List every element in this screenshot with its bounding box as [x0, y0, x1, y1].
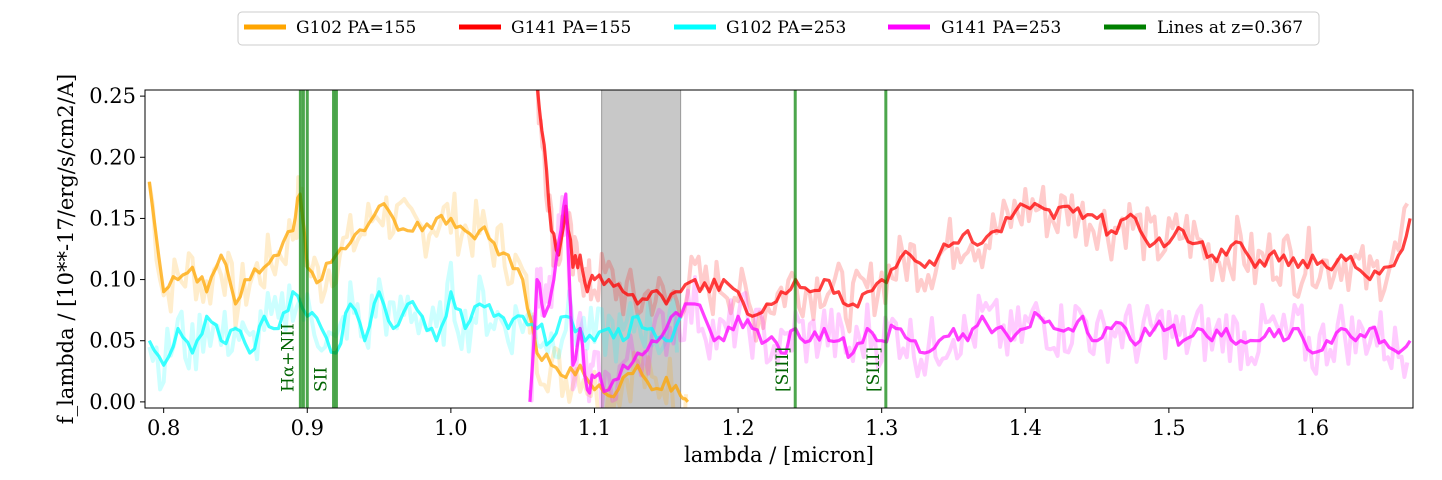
x-tick-label: 0.8: [147, 416, 180, 440]
spectrum-raw-g102-pa-155: [147, 175, 688, 408]
y-tick-label: 0.25: [89, 84, 136, 108]
y-tick-label: 0.10: [89, 268, 136, 292]
legend-item: G102 PA=253: [674, 18, 846, 38]
legend-item: G102 PA=155: [244, 18, 416, 38]
x-tick-label: 1.1: [578, 416, 611, 440]
x-tick-label: 1.2: [721, 416, 754, 440]
legend-frame: [237, 11, 1320, 46]
legend-label: Lines at z=0.367: [1157, 18, 1303, 38]
spectrum-line-g141-pa-155: [535, 90, 1412, 318]
legend-label: G141 PA=253: [941, 18, 1061, 38]
legend-item: G141 PA=253: [888, 18, 1061, 38]
legend-item: Lines at z=0.367: [1104, 18, 1303, 38]
x-tick-label: 0.9: [291, 416, 324, 440]
x-tick-label: 1.3: [865, 416, 898, 440]
y-tick-label: 0.05: [89, 329, 136, 353]
spectrum-line-g141-pa-253: [528, 192, 1412, 403]
y-tick-label: 0.15: [89, 206, 136, 230]
emission-line-label: [SIII]: [864, 347, 884, 392]
plot-frame: [144, 89, 1414, 409]
legend-label: G141 PA=155: [511, 18, 631, 38]
emission-line-label: Hα+NII: [278, 323, 298, 392]
y-axis-label: f_lambda / [10**-17/erg/s/cm2/A]: [54, 74, 78, 424]
smoothed-spectra-layer: [147, 90, 1412, 403]
emission-lines-layer: Hα+NII SII [SIII] [SIII]: [278, 90, 888, 408]
emission-line-label: [SIII]: [773, 347, 793, 392]
x-tick-label: 1.5: [1152, 416, 1185, 440]
axis-ticks: 0.8 0.9 1.0 1.1 1.2 1.3 1.4 1.5 1.6 0.00 0.05 0.10 0…: [89, 84, 1329, 440]
x-axis-label: lambda / [micron]: [684, 443, 874, 467]
legend-item: G141 PA=155: [459, 18, 631, 38]
emission-line-label: SII: [312, 367, 332, 392]
x-tick-label: 1.0: [434, 416, 467, 440]
y-tick-label: 0.20: [89, 145, 136, 169]
x-tick-label: 1.6: [1296, 416, 1329, 440]
y-tick-label: 0.00: [89, 390, 136, 414]
spectrum-raw-g102-pa-253: [147, 260, 679, 392]
legend-label: G102 PA=253: [726, 18, 846, 38]
x-tick-label: 1.4: [1009, 416, 1042, 440]
spectrum-raw-g141-pa-253: [527, 195, 1410, 408]
spectrum-line-g102-pa-253: [147, 290, 683, 367]
legend-label: G102 PA=155: [296, 18, 416, 38]
legend: G102 PA=155 G141 PA=155 G102 PA=253 G141…: [237, 11, 1320, 46]
